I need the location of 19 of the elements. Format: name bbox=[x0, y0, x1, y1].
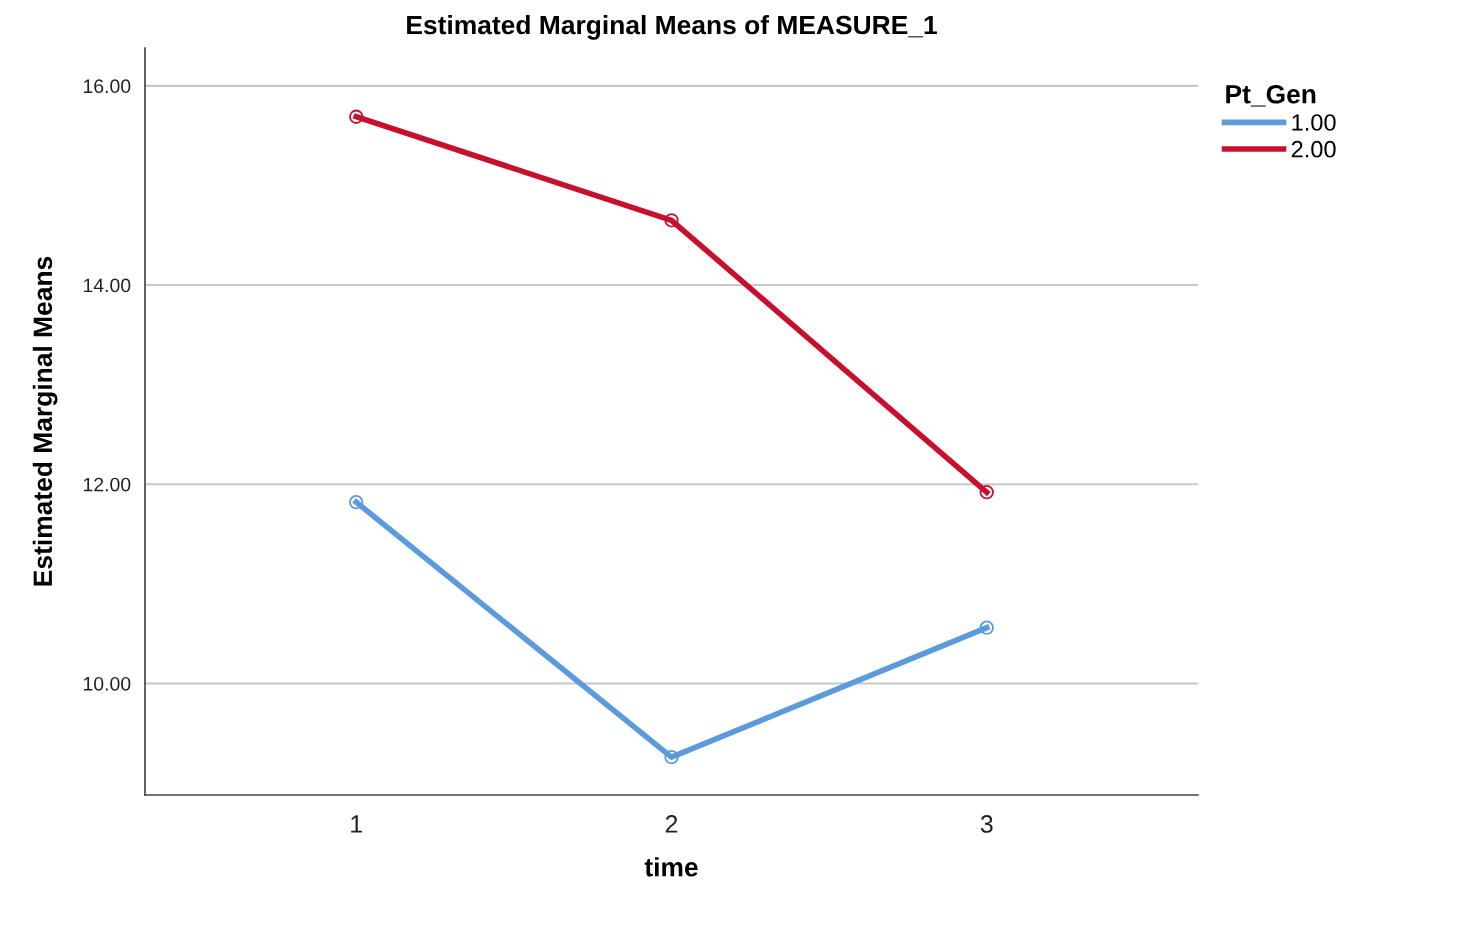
chart-title: Estimated Marginal Means of MEASURE_1 bbox=[407, 14, 937, 40]
point bbox=[979, 485, 994, 500]
legend-title: Pt_Gen bbox=[1226, 84, 1316, 107]
legend-label: 2.00 bbox=[1291, 140, 1336, 158]
x-axis-title: time bbox=[644, 857, 698, 877]
y-tick-label: 14.00 bbox=[83, 278, 131, 293]
point bbox=[349, 495, 364, 510]
x-tick-label: 1 bbox=[351, 815, 362, 833]
point bbox=[979, 620, 994, 635]
point bbox=[349, 109, 364, 124]
y-axis-title: Estimated Marginal Means bbox=[32, 256, 58, 586]
point bbox=[664, 749, 679, 765]
x-tick-label: 2 bbox=[665, 815, 678, 833]
y-tick-label: 16.00 bbox=[83, 79, 131, 94]
legend-label: 1.00 bbox=[1292, 114, 1336, 131]
y-tick-label: 12.00 bbox=[83, 477, 131, 492]
x-tick-label: 3 bbox=[980, 815, 993, 833]
y-tick-label: 10.00 bbox=[83, 676, 131, 691]
point bbox=[664, 213, 679, 228]
